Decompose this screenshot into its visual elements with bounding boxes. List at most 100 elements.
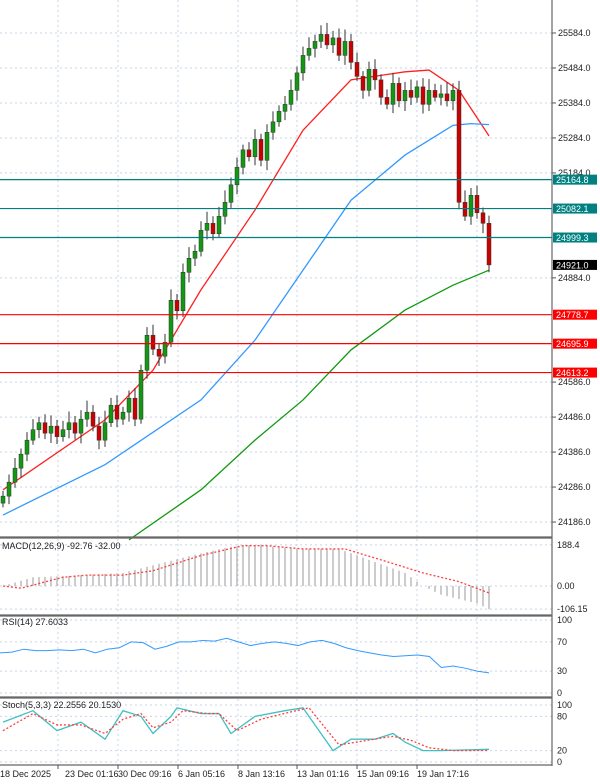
y-tick-label: 25184.0 <box>558 168 591 178</box>
candle-body <box>342 41 348 56</box>
stoch-tick-label: 20 <box>557 746 567 756</box>
candle-body <box>420 86 426 105</box>
level-price-tag <box>553 338 597 349</box>
y-tick-label: 25484.0 <box>558 63 591 73</box>
candle-body <box>456 90 462 203</box>
moving-average-line <box>128 269 490 541</box>
candle-body <box>450 90 456 102</box>
candle-body <box>474 195 480 214</box>
candle-body <box>252 139 258 158</box>
candle-body <box>234 167 240 186</box>
y-tick-label: 24286.0 <box>558 482 591 492</box>
candle-body <box>444 93 450 102</box>
stoch-tick-label: 0 <box>557 757 562 767</box>
candle-body <box>42 422 48 434</box>
y-tick-label: 25384.0 <box>558 98 591 108</box>
candle-body <box>60 429 66 437</box>
x-tick-label: 8 Jan 13:16 <box>238 769 285 779</box>
rsi-line <box>0 637 490 674</box>
level-price-label: 25164.8 <box>556 175 589 185</box>
macd-tick-label: 188.4 <box>557 540 580 550</box>
candle-body <box>270 121 276 133</box>
candle-body <box>324 34 330 46</box>
level-price-tag <box>553 174 597 185</box>
stoch-title: Stoch(5,3,3) 22.2556 20.1530 <box>2 700 121 710</box>
macd-tick-label: -106.15 <box>557 604 588 614</box>
x-tick-label: 23 Dec 01:16 <box>65 769 119 779</box>
rsi-tick-label: 0 <box>557 688 562 698</box>
candle-body <box>126 397 132 413</box>
candle-body <box>402 90 408 102</box>
stoch-tick-label: 80 <box>557 711 567 721</box>
candle-body <box>330 37 336 46</box>
level-price-label: 25082.1 <box>556 204 589 214</box>
x-tick-label: 18 Dec 2025 <box>0 769 51 779</box>
candle-body <box>72 422 78 434</box>
y-tick-label: 24586.0 <box>558 377 591 387</box>
y-tick-label: 25284.0 <box>558 133 591 143</box>
level-price-label: 24613.2 <box>556 368 589 378</box>
candle-body <box>378 79 384 98</box>
candle-body <box>318 34 324 42</box>
y-tick-label: 24486.0 <box>558 412 591 422</box>
candle-body <box>366 69 372 91</box>
candle-body <box>156 348 162 357</box>
candle-body <box>162 341 168 357</box>
candle-body <box>468 195 474 217</box>
macd-title: MACD(12,26,9) -92.76 -32.00 <box>2 541 121 551</box>
candle-body <box>276 111 282 123</box>
candle-body <box>258 139 264 161</box>
candle-body <box>24 439 30 455</box>
candle-body <box>480 212 486 224</box>
candle-body <box>300 55 306 74</box>
candle-body <box>348 41 354 63</box>
rsi-tick-label: 70 <box>557 637 567 647</box>
candle-body <box>48 425 54 434</box>
candle-body <box>288 90 294 105</box>
moving-average-line <box>2 69 490 491</box>
candle-body <box>66 422 72 430</box>
candle-body <box>186 258 192 273</box>
candle-body <box>390 83 396 105</box>
current-price-label: 24921.0 <box>556 260 589 270</box>
candle-body <box>114 404 120 420</box>
y-tick-label: 24186.0 <box>558 517 591 527</box>
candle-body <box>312 41 318 49</box>
candle-body <box>432 90 438 98</box>
candle-body <box>102 422 108 441</box>
candle-body <box>246 149 252 158</box>
candle-body <box>168 299 174 343</box>
candle-body <box>30 429 36 441</box>
candle-body <box>0 495 6 504</box>
candle-body <box>264 132 270 161</box>
candle-body <box>396 83 402 102</box>
level-price-tag <box>553 309 597 320</box>
rsi-tick-label: 30 <box>557 666 567 676</box>
candle-body <box>438 93 444 98</box>
candle-body <box>132 397 138 420</box>
candle-body <box>84 411 90 420</box>
candle-body <box>96 425 102 441</box>
current-price-tag <box>553 259 597 270</box>
stoch-main-line <box>2 707 490 752</box>
candle-body <box>240 149 246 168</box>
candle-body <box>120 411 126 420</box>
level-price-tag <box>553 232 597 243</box>
candle-body <box>228 184 234 203</box>
candle-body <box>138 369 144 420</box>
macd-tick-label: 0.00 <box>557 581 575 591</box>
candle-body <box>6 481 12 497</box>
candle-body <box>486 223 492 266</box>
level-price-label: 24999.3 <box>556 233 589 243</box>
candle-body <box>192 251 198 259</box>
level-price-label: 24778.7 <box>556 310 589 320</box>
candle-body <box>336 37 342 56</box>
candle-body <box>108 404 114 423</box>
y-tick-label: 24884.0 <box>558 273 591 283</box>
x-tick-label: 30 Dec 09:16 <box>118 769 172 779</box>
candle-body <box>90 411 96 427</box>
x-tick-label: 15 Jan 09:16 <box>357 769 409 779</box>
candle-body <box>150 334 156 350</box>
